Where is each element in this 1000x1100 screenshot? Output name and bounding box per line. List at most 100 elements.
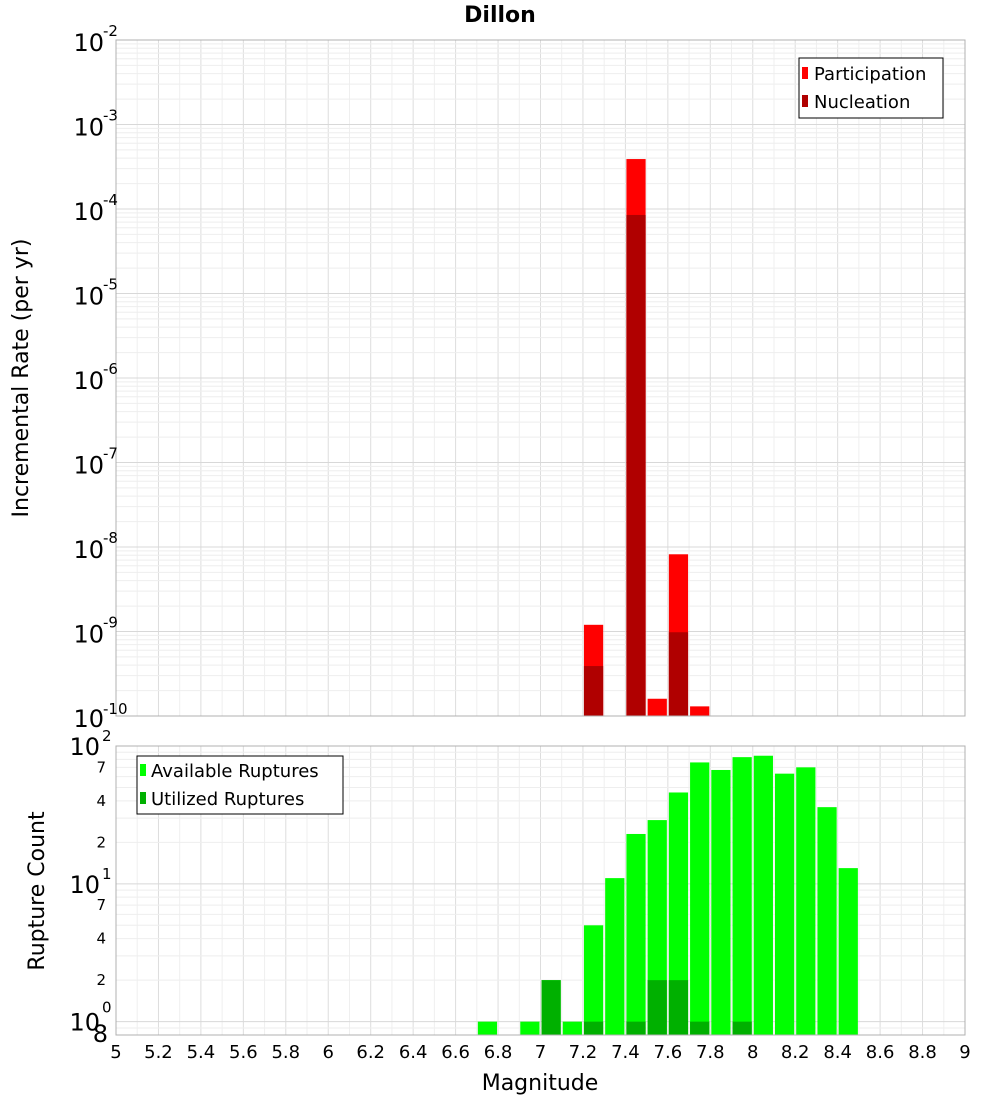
top-y-tick: 10 -8 [73,529,118,564]
bottom-y-tick-minor: 4 [96,930,106,948]
tick-exponent: -8 [103,529,118,547]
top-y-tick: 10 -6 [73,360,118,395]
top-y-tick: 10 -3 [73,107,118,142]
bottom-y-tick-minor: 7 [96,896,106,914]
x-tick-label: 6.2 [356,1042,385,1063]
top-y-tick: 10 -4 [73,191,118,226]
tick-exponent: -2 [103,22,118,40]
available-ruptures-bar [711,769,731,1035]
bottom-legend: Available Ruptures Utilized Ruptures [136,755,344,815]
tick-exponent: -6 [103,360,118,378]
utilized-ruptures-bar [732,1021,752,1035]
legend-swatch-utilized [140,792,146,804]
tick-base: 10 [69,733,100,761]
tick-exponent: 0 [102,999,112,1017]
x-tick-label: 9 [959,1042,970,1063]
x-tick-label: 5.8 [271,1042,300,1063]
bottom-y-tick-major: 10 2 [69,727,111,761]
available-ruptures-bar [626,833,646,1035]
available-ruptures-bar [796,767,816,1035]
available-ruptures-bar [753,755,773,1035]
tick-exponent: -5 [103,276,118,294]
tick-exponent: 1 [102,865,112,883]
x-tick-label: 7.6 [654,1042,683,1063]
utilized-ruptures-bar [690,1021,710,1035]
x-tick-label: 8.4 [823,1042,852,1063]
tick-base: 10 [73,29,104,57]
available-ruptures-bar [668,792,689,1035]
tick-base: 10 [69,1009,100,1037]
x-tick-label: 5.6 [229,1042,258,1063]
x-tick-label: 5.2 [144,1042,173,1063]
participation-bar [690,706,710,716]
bottom-y-tick-minor: 8 [93,1020,108,1048]
legend-swatch-available [140,764,146,776]
top-plot-border [115,39,966,717]
bottom-y-tick-minor: 2 [96,833,106,851]
tick-base: 10 [73,452,104,480]
x-tick-label: 8.2 [781,1042,810,1063]
participation-bar [647,698,667,716]
legend-label-available: Available Ruptures [151,761,319,782]
tick-base: 10 [73,536,104,564]
tick-base: 10 [73,705,104,733]
available-ruptures-bar [732,757,752,1035]
bottom-y-tick-minor: 7 [96,758,106,776]
bottom-legend-box [136,755,344,815]
available-ruptures-bar [690,762,710,1035]
available-ruptures-bar [817,807,837,1035]
tick-exponent: -7 [103,445,118,463]
utilized-ruptures-bar [541,980,561,1035]
legend-label-participation: Participation [814,64,926,85]
tick-exponent: -4 [103,191,118,209]
top-y-tick: 10 -7 [73,445,118,480]
available-ruptures-bar [520,1021,540,1035]
top-y-tick: 10 -5 [73,276,118,311]
nucleation-bar [626,214,646,716]
utilized-ruptures-bar [626,1021,646,1035]
nucleation-bar [583,666,604,716]
x-ticks: 5 5.2 5.4 5.6 5.8 6 6.2 6.4 6.6 6.8 7 7.2 7.4 7.6 7.8 8… [110,1042,970,1063]
top-y-tick: 10 -9 [73,614,118,649]
nucleation-bar [668,632,689,716]
utilized-ruptures-bar [668,980,689,1035]
x-tick-label: 5.4 [187,1042,216,1063]
tick-base: 10 [73,198,104,226]
x-tick-label: 7 [535,1042,546,1063]
x-tick-label: 8.8 [908,1042,937,1063]
tick-exponent: -10 [103,700,128,718]
available-ruptures-bar [477,1021,498,1035]
utilized-ruptures-bar [647,980,667,1035]
x-tick-label: 6.4 [399,1042,428,1063]
top-bars [583,159,710,716]
top-legend: Participation Nucleation [798,57,944,119]
top-gridlines [115,40,966,717]
top-y-axis-label: Incremental Rate (per yr) [9,239,34,518]
top-legend-box [798,57,944,119]
bottom-y-tick-minor: 2 [96,971,106,989]
chart-title: Dillon [464,3,536,28]
legend-swatch-nucleation [802,95,808,107]
available-ruptures-bar [774,773,795,1035]
tick-base: 10 [69,871,100,899]
x-tick-label: 7.8 [696,1042,725,1063]
bottom-y-tick-major: 10 1 [69,865,111,899]
top-y-tick: 10 -2 [73,22,118,57]
utilized-ruptures-bar [583,1021,604,1035]
x-tick-label: 7.4 [611,1042,640,1063]
legend-label-nucleation: Nucleation [814,92,910,113]
x-tick-label: 6.6 [441,1042,470,1063]
bottom-plot-border [115,745,966,1036]
available-ruptures-bar [838,868,858,1035]
bottom-y-axis-label: Rupture Count [25,811,50,971]
tick-base: 10 [73,621,104,649]
available-ruptures-bar [562,1021,582,1035]
bottom-y-tick-major: 100 [69,999,111,1037]
top-y-tick: 10 -10 [73,700,127,733]
x-tick-label: 7.2 [569,1042,598,1063]
x-tick-label: 6.8 [484,1042,513,1063]
tick-base: 10 [73,367,104,395]
